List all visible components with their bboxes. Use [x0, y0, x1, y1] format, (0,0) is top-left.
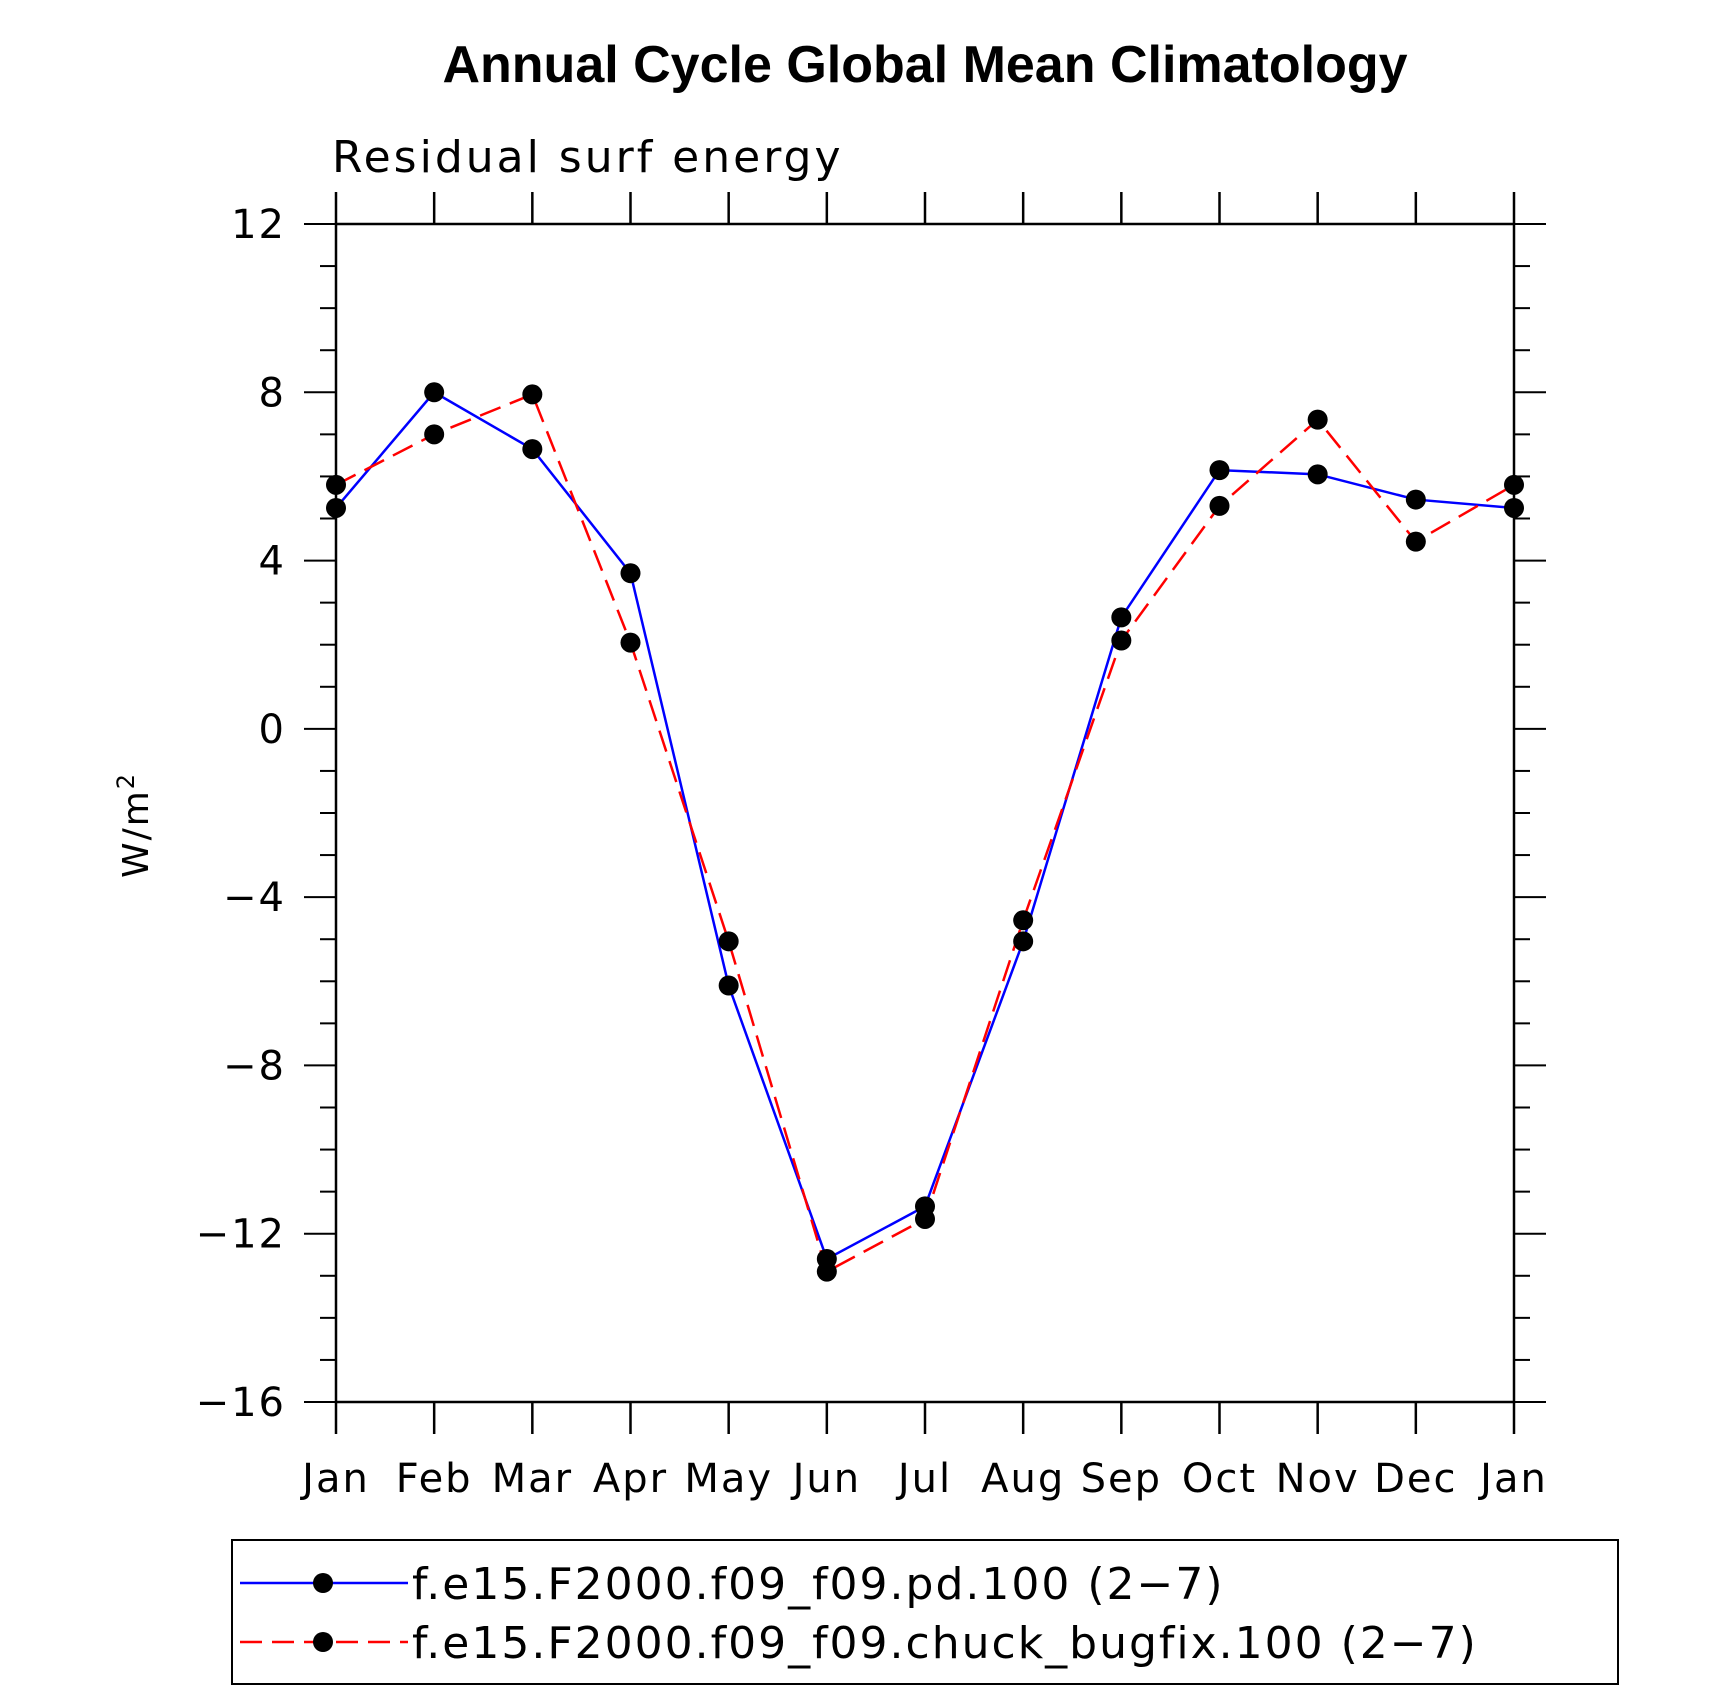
y-tick-label: −4	[223, 875, 286, 921]
series-2-point	[1405, 531, 1426, 552]
series-2-point	[522, 384, 543, 405]
chart-subtitle: Residual surf energy	[332, 132, 844, 183]
y-tick-labels: 12 8 4 0 −4 −8 −12 −16	[196, 202, 286, 1426]
series-1-point	[1209, 460, 1230, 481]
series-1-point	[620, 563, 641, 584]
series-1-point	[1111, 607, 1132, 628]
y-tick-label: 4	[259, 539, 286, 585]
y-tick-label: 12	[231, 202, 286, 248]
y-tick-label: 0	[259, 707, 286, 753]
series-2-point	[1209, 495, 1230, 516]
series-2-point	[326, 474, 346, 495]
x-tick-label: Jan	[299, 1456, 370, 1502]
series-2-point	[1111, 630, 1132, 651]
x-tick-label: Feb	[396, 1456, 473, 1502]
legend-marker-series-2	[313, 1632, 333, 1652]
series-2-point	[1504, 474, 1524, 495]
x-tick-label: Apr	[593, 1456, 668, 1502]
series-1-point	[718, 975, 739, 996]
series-2-point	[718, 931, 739, 952]
y-axis-label: W/m2	[112, 772, 157, 878]
x-tick-label: Sep	[1081, 1456, 1162, 1502]
series-1-point	[1307, 464, 1328, 485]
x-tick-label: Jul	[895, 1456, 952, 1502]
y-tick-label: −12	[196, 1212, 286, 1258]
series-1-point	[326, 497, 346, 518]
y-tick-label: −16	[196, 1380, 286, 1426]
series-1-point	[522, 439, 543, 460]
series-2-point	[915, 1208, 935, 1229]
series-line-1	[335, 390, 1515, 1261]
x-tick-label: Aug	[981, 1456, 1065, 1502]
x-tick-label: Oct	[1182, 1456, 1257, 1502]
legend-label-series-1: f.e15.F2000.f09_f09.pd.100 (2−7)	[412, 1559, 1225, 1610]
series-2-point	[424, 424, 445, 445]
series-1-point	[1013, 931, 1034, 952]
x-tick-label: Jan	[1477, 1456, 1548, 1502]
svg-text:W/m2: W/m2	[112, 772, 157, 878]
x-tick-labels: Jan Feb Mar Apr May Jun Jul Aug Sep Oct Nov Dec Jan	[299, 1456, 1548, 1502]
x-tick-label: Nov	[1276, 1456, 1360, 1502]
x-tick-label: Mar	[492, 1456, 573, 1502]
legend-marker-series-1	[313, 1573, 333, 1593]
legend: f.e15.F2000.f09_f09.pd.100 (2−7) f.e15.F…	[231, 1539, 1619, 1685]
series-2-point	[1013, 910, 1034, 931]
series-1-point	[1405, 489, 1426, 510]
chart-title: Annual Cycle Global Mean Climatology	[442, 36, 1407, 94]
legend-box	[231, 1539, 1619, 1685]
y-tick-label: −8	[223, 1043, 286, 1089]
y-tick-label: 8	[259, 370, 286, 416]
series-layer	[326, 382, 1524, 1282]
series-2-point	[620, 632, 641, 653]
series-1-point	[1504, 497, 1524, 518]
series-1-point	[424, 382, 445, 403]
series-line-2	[335, 392, 1515, 1274]
x-tick-label: Jun	[790, 1456, 862, 1502]
ticks-layer	[304, 192, 1546, 1434]
x-tick-label: May	[684, 1456, 773, 1502]
series-2-point	[816, 1261, 837, 1282]
legend-label-series-2: f.e15.F2000.f09_f09.chuck_bugfix.100 (2−…	[412, 1618, 1478, 1669]
x-tick-label: Dec	[1374, 1456, 1457, 1502]
y-axis-label-sup: 2	[112, 772, 140, 789]
y-axis-label-base: W/m	[116, 789, 157, 878]
series-2-point	[1307, 409, 1328, 430]
